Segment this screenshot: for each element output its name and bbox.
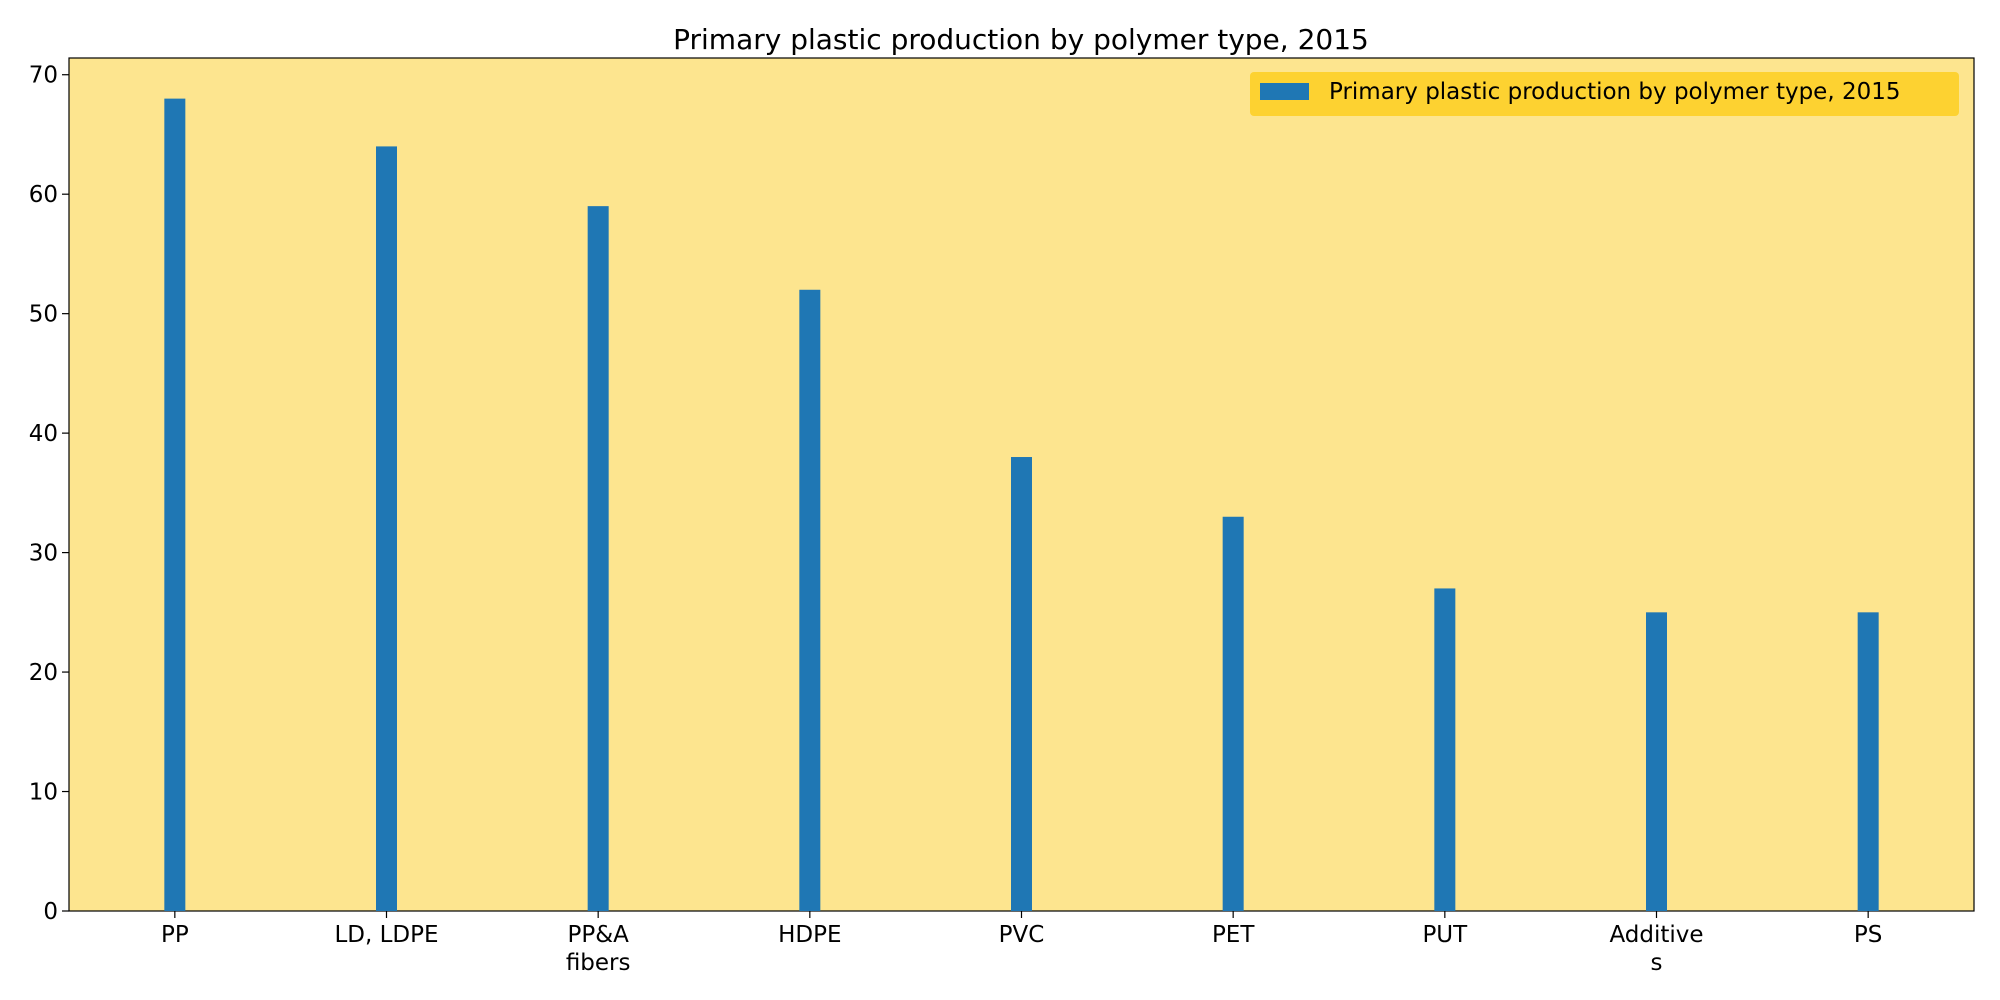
bar	[587, 206, 609, 911]
y-tick-label: 70	[29, 63, 58, 89]
y-tick-label: 50	[29, 302, 58, 328]
x-tick-label: PET	[1212, 922, 1255, 948]
bar	[164, 98, 186, 912]
legend-box	[1250, 72, 1959, 116]
y-tick-label: 60	[29, 182, 58, 208]
y-tick-label: 20	[29, 660, 58, 686]
bar	[799, 289, 821, 911]
chart-title: Primary plastic production by polymer ty…	[673, 23, 1369, 56]
x-tick-label: PUT	[1422, 922, 1468, 948]
y-axis: 0 10 20 30 40 50 60 70	[29, 63, 69, 925]
x-tick-label: PVC	[999, 922, 1045, 948]
y-tick-label: 0	[43, 899, 58, 925]
legend: Primary plastic production by polymer ty…	[1250, 72, 1959, 116]
bar	[1434, 588, 1456, 911]
x-tick-label: Additive s	[1609, 922, 1703, 976]
x-tick-label: LD, LDPE	[334, 922, 438, 948]
bar	[1646, 612, 1667, 911]
x-tick-label: HDPE	[778, 922, 841, 948]
bars-group	[164, 98, 1879, 912]
legend-label: Primary plastic production by polymer ty…	[1329, 79, 1901, 105]
bar	[1222, 516, 1244, 911]
legend-swatch	[1260, 83, 1309, 100]
x-axis: PP LD, LDPE PP&A fibers HDPE PVC PET PUT Additiv…	[161, 911, 1882, 976]
y-tick-label: 10	[29, 780, 58, 806]
x-tick-label: PP&A fibers	[566, 922, 631, 976]
x-tick-label: PS	[1854, 922, 1882, 948]
bar	[376, 146, 397, 912]
x-tick-label: PP	[161, 922, 189, 948]
bar	[1857, 612, 1879, 911]
bar	[1011, 457, 1032, 911]
y-tick-label: 40	[29, 421, 58, 447]
y-tick-label: 30	[29, 541, 58, 567]
